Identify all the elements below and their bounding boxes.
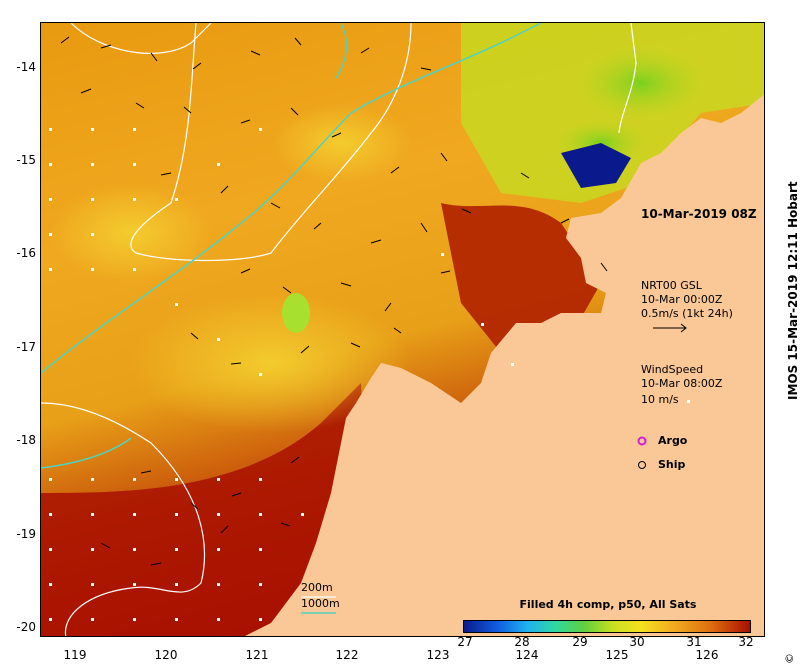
colorbar-tick: 32 [738,635,754,649]
ship-legend-label: Ship [658,458,686,471]
colorbar-tick: 31 [686,635,702,649]
contour-200m [618,23,637,134]
argo-legend-label: Argo [658,434,688,447]
green-patch [571,43,711,123]
lat-tick: -19 [16,527,36,541]
lon-tick: 119 [63,648,87,662]
ship-marker [638,461,646,469]
lon-tick: 121 [245,648,269,662]
lat-tick: -16 [16,246,36,260]
lat-tick: -20 [16,620,36,634]
current-scale-label: 0.5m/s (1kt 24h) [641,307,733,320]
lon-tick: 126 [695,648,719,662]
contour-1000m [41,23,542,374]
contour-200m [41,402,206,636]
contour-200m [70,23,212,54]
lon-tick: 124 [515,648,539,662]
cold-patch [561,143,631,188]
warm-coastal-band [41,383,371,636]
colorbar-title: Filled 4h comp, p50, All Sats [519,598,697,611]
wind-speed-markers [49,128,514,621]
colorbar-tick: 30 [629,635,645,649]
current-scale-arrow [653,323,687,333]
lon-tick: 122 [335,648,359,662]
lon-tick: 120 [154,648,178,662]
wind-title-label: WindSpeed [641,363,704,376]
colorbar [463,620,751,633]
map-timestamp: 10-Mar-2019 08Z [641,207,757,221]
sst-map [41,23,764,636]
wind-scale-label: 10 m/s [641,393,679,406]
lat-tick: -15 [16,153,36,167]
lat-tick: -17 [16,340,36,354]
current-source-label: NRT00 GSL [641,279,702,292]
wind-scale-marker [687,400,690,403]
lat-tick: -18 [16,433,36,447]
credit-label: IMOS 15-Mar-2019 12:11 Hobart [786,181,800,400]
yellow-patch [131,293,411,433]
colorbar-tick: 28 [514,635,530,649]
land-mainland [245,94,764,636]
current-vectors [60,36,608,566]
wind-time-label: 10-Mar 08:00Z [641,377,723,390]
lat-tick: -14 [16,60,36,74]
depth-1000-label: 1000m [301,597,340,610]
yellow-patch [51,183,211,283]
colorbar-tick: 27 [457,635,473,649]
contour-1000m [335,23,348,79]
lon-tick: 123 [426,648,450,662]
contour-200m [130,23,412,262]
yellow-patch [271,103,411,183]
green-patch [282,293,310,333]
lon-tick: 125 [605,648,629,662]
map-panel: 10-Mar-2019 08Z NRT00 GSL 10-Mar 00:00Z … [40,22,765,637]
argo-marker [637,436,647,446]
copyright-icon: © [783,653,796,664]
colorbar-tick: 29 [572,635,588,649]
contour-1000m [41,437,132,469]
depth-200-label: 200m [301,581,333,594]
current-time-label: 10-Mar 00:00Z [641,293,723,306]
